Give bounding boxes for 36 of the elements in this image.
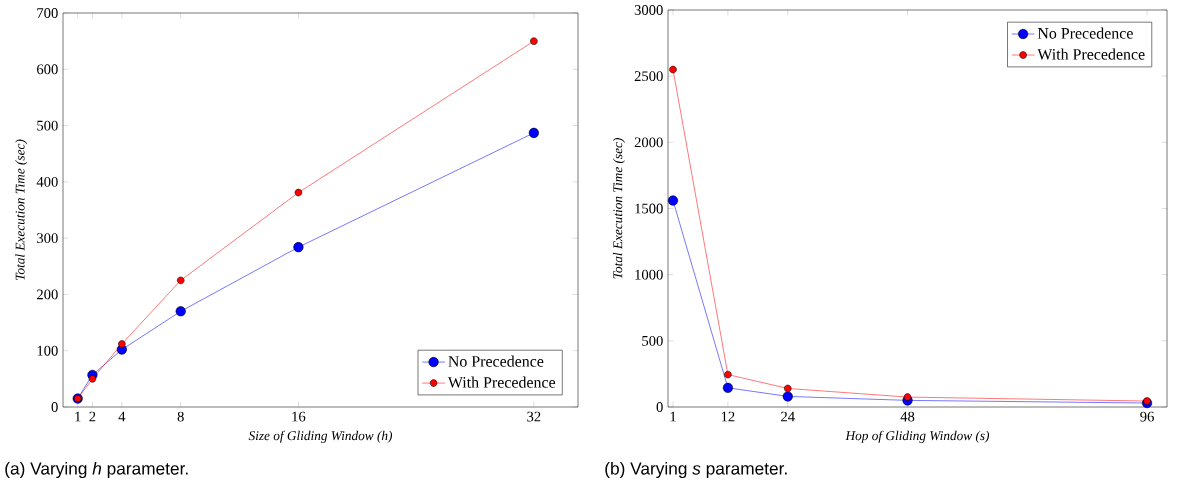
text: (b) Varying s parameter. [605,461,787,479]
y-tick-label: 500 [37,120,58,131]
x-tick-label: 1 [670,411,676,422]
y-tick-label: 700 [37,8,58,18]
x-tick-label: 32 [527,411,541,422]
y-tick-label: 1000 [635,269,663,280]
legend-label: No Precedence [1037,27,1133,39]
y-axis-title: Total Execution Time (sec) [15,139,28,280]
y-tick-label: 0 [51,402,58,412]
y-tick-label: 2000 [634,137,663,148]
x-tick-label: 4 [118,411,126,422]
y-tick-label: 200 [37,289,58,300]
x-axis-title: Hop of Gliding Window (s) [845,430,990,443]
y-tick-label: 2500 [634,71,663,82]
y-tick-label: 600 [37,64,58,75]
text: (a) Varying h parameter. [5,461,188,479]
y-tick-label: 300 [37,233,58,244]
x-tick-label: 24 [781,411,795,422]
x-tick-label: 2 [89,411,96,422]
x-tick-label: 12 [721,411,735,422]
legend-label: With Precedence [447,376,556,388]
x-tick-label: 1 [75,411,81,422]
legend-label: No Precedence [448,355,544,367]
y-tick-label: 0 [656,402,663,412]
y-tick-label: 1500 [635,203,663,214]
x-tick-label: 96 [1140,411,1154,422]
x-axis-title: Size of Gliding Window (h) [248,430,393,443]
x-tick-label: 8 [177,411,184,422]
y-tick-label: 3000 [634,5,663,15]
legend-label: With Precedence [1037,48,1145,60]
y-tick-label: 500 [642,335,663,346]
y-tick-label: 400 [36,176,58,187]
y-axis-title: Total Execution Time (sec) [612,138,625,279]
y-tick-label: 100 [37,345,58,356]
x-tick-label: 48 [900,411,915,422]
x-tick-label: 16 [292,411,306,422]
